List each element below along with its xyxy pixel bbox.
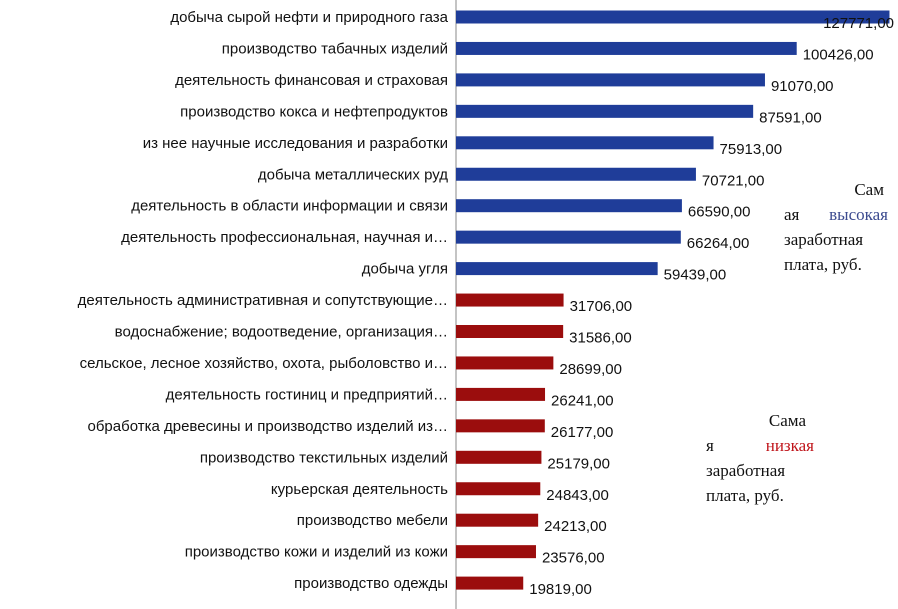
annotation-line: заработная bbox=[784, 230, 864, 249]
annotation-keyword: высокая bbox=[829, 205, 888, 224]
annotation-row: я низкая bbox=[706, 433, 814, 458]
annotation-fragment: ая bbox=[784, 205, 800, 224]
bar bbox=[456, 513, 539, 527]
value-label: 70721,00 bbox=[702, 172, 765, 189]
bar bbox=[456, 41, 797, 55]
bar bbox=[456, 230, 681, 244]
bar bbox=[456, 262, 658, 276]
annotation-row: ая высокая bbox=[784, 202, 888, 227]
value-label: 100426,00 bbox=[803, 46, 874, 63]
value-label: 91070,00 bbox=[771, 78, 834, 95]
category-label: производство кожи и изделий из кожи bbox=[185, 544, 448, 561]
value-label: 127771,00 bbox=[823, 15, 894, 32]
bar bbox=[456, 325, 564, 338]
value-label: 24843,00 bbox=[546, 487, 609, 504]
value-label: 19819,00 bbox=[529, 581, 592, 598]
value-label: 26177,00 bbox=[551, 424, 614, 441]
bar bbox=[456, 450, 542, 464]
category-label: водоснабжение; водоотведение, организаци… bbox=[115, 324, 448, 341]
bar bbox=[456, 293, 564, 307]
category-label: производство одежды bbox=[294, 575, 448, 592]
annotation-keyword: низкая bbox=[765, 436, 814, 455]
category-label: деятельность административная и сопутств… bbox=[78, 292, 448, 309]
annotation-line: плата, руб. bbox=[784, 255, 862, 274]
category-label: деятельность в области информации и связ… bbox=[131, 198, 448, 215]
bar bbox=[456, 387, 546, 401]
category-label: добыча металлических руд bbox=[258, 166, 448, 183]
bar bbox=[456, 10, 890, 24]
value-label: 25179,00 bbox=[547, 455, 610, 472]
category-label: производство кокса и нефтепродуктов bbox=[180, 103, 448, 120]
annotation-fragment: я bbox=[706, 436, 714, 455]
annotation-line: плата, руб. bbox=[706, 486, 784, 505]
bar bbox=[456, 545, 536, 559]
category-label: деятельность гостиниц и предприятий… bbox=[166, 386, 448, 403]
bar bbox=[456, 356, 554, 370]
value-label: 31706,00 bbox=[570, 298, 633, 315]
value-label: 31586,00 bbox=[569, 330, 632, 347]
value-label: 26241,00 bbox=[551, 392, 614, 409]
category-label: добыча угля bbox=[362, 261, 448, 278]
annotation-lowest-salary: Сама я низкая заработная плата, руб. bbox=[706, 408, 814, 508]
bar bbox=[456, 136, 714, 150]
bar bbox=[456, 167, 696, 181]
value-label: 28699,00 bbox=[559, 361, 622, 378]
annotation-line: Сама bbox=[768, 411, 806, 430]
category-label: сельское, лесное хозяйство, охота, рыбол… bbox=[80, 355, 448, 372]
category-label: обработка древесины и производство издел… bbox=[88, 418, 449, 435]
category-label: добыча сырой нефти и природного газа bbox=[170, 9, 448, 26]
bar bbox=[456, 199, 682, 213]
value-label: 59439,00 bbox=[664, 267, 727, 284]
bar bbox=[456, 576, 524, 590]
category-label: курьерская деятельность bbox=[271, 481, 448, 498]
category-label: деятельность профессиональная, научная и… bbox=[121, 229, 448, 246]
category-label: производство текстильных изделий bbox=[200, 449, 448, 466]
bar bbox=[456, 73, 765, 87]
value-label: 24213,00 bbox=[544, 518, 607, 535]
value-label: 75913,00 bbox=[720, 141, 783, 158]
category-label: производство мебели bbox=[297, 512, 448, 529]
annotation-line: Сам bbox=[854, 180, 884, 199]
bar bbox=[456, 419, 545, 433]
category-label: из нее научные исследования и разработки bbox=[143, 135, 448, 152]
value-label: 66590,00 bbox=[688, 204, 751, 221]
annotation-line: заработная bbox=[706, 461, 786, 480]
bar bbox=[456, 104, 754, 118]
category-label: производство табачных изделий bbox=[222, 40, 448, 57]
value-label: 66264,00 bbox=[687, 235, 750, 252]
value-label: 87591,00 bbox=[759, 109, 822, 126]
bar bbox=[456, 482, 541, 496]
category-label: деятельность финансовая и страховая bbox=[175, 72, 448, 89]
annotation-highest-salary: Сам ая высокая заработная плата, руб. bbox=[784, 177, 888, 277]
value-label: 23576,00 bbox=[542, 550, 605, 567]
